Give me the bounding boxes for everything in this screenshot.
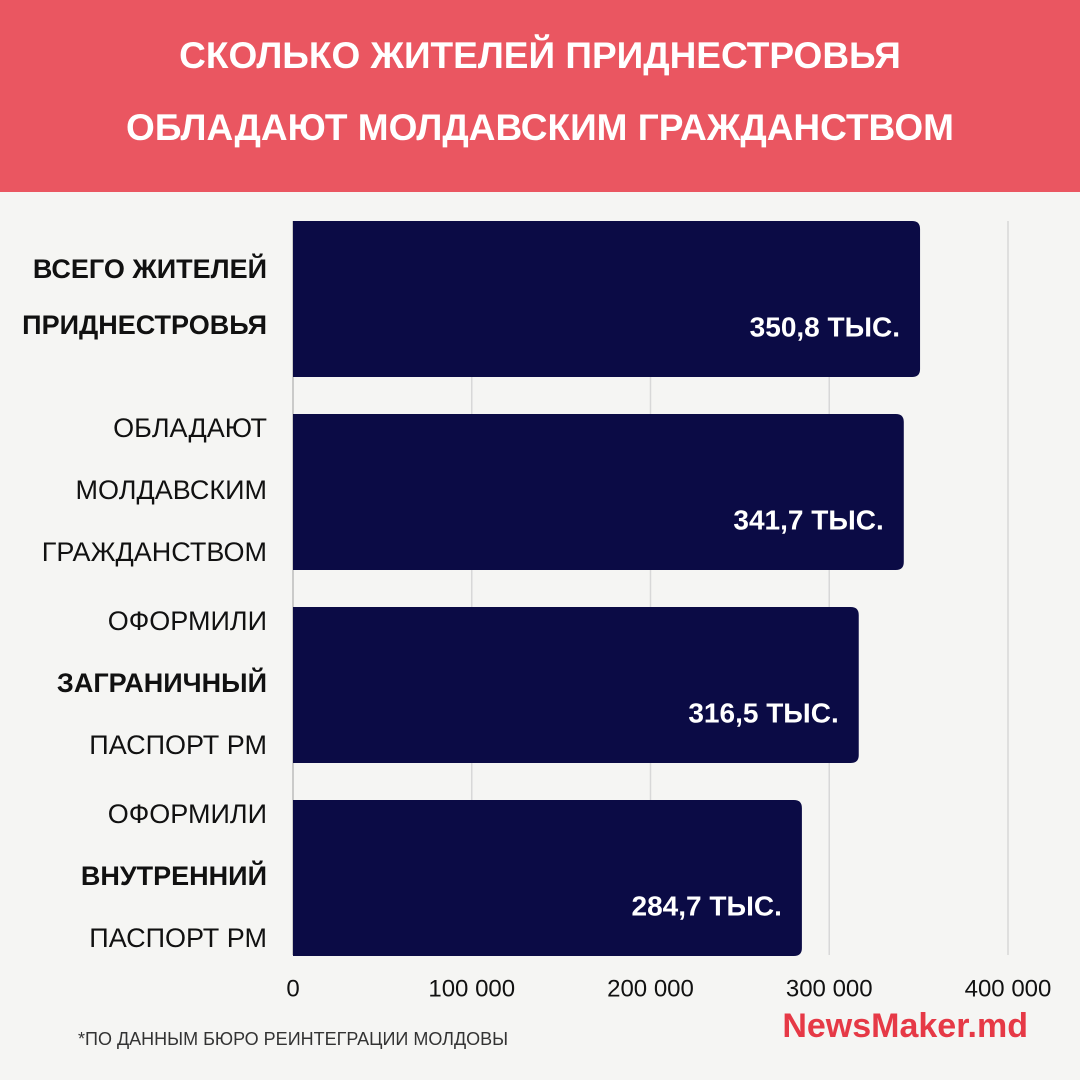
bar	[293, 607, 859, 763]
source-logo: NewsMaker.md	[782, 1007, 1028, 1045]
value-label: 341,7 ТЫС.	[733, 504, 883, 535]
bar	[293, 221, 921, 377]
header-band	[0, 0, 1080, 192]
chart-title: СКОЛЬКО ЖИТЕЛЕЙ ПРИДНЕСТРОВЬЯ	[179, 34, 901, 76]
category-label: ПРИДНЕСТРОВЬЯ	[22, 310, 267, 340]
category-label: ПАСПОРТ РМ	[89, 730, 267, 760]
category-label: ЗАГРАНИЧНЫЙ	[57, 667, 267, 698]
bar	[293, 800, 802, 956]
category-label: ОФОРМИЛИ	[108, 799, 267, 829]
x-tick-label: 200 000	[607, 975, 694, 1002]
x-tick-label: 100 000	[428, 975, 515, 1002]
value-label: 350,8 ТЫС.	[750, 311, 900, 342]
category-label: ОФОРМИЛИ	[108, 606, 267, 636]
category-label: ОБЛАДАЮТ	[113, 413, 267, 443]
category-label: ВНУТРЕННИЙ	[81, 860, 267, 891]
x-tick-label: 0	[286, 975, 299, 1002]
category-label: ГРАЖДАНСТВОМ	[42, 537, 267, 567]
x-tick-label: 400 000	[965, 975, 1052, 1002]
chart-title: ОБЛАДАЮТ МОЛДАВСКИМ ГРАЖДАНСТВОМ	[126, 107, 954, 148]
x-tick-label: 300 000	[786, 975, 873, 1002]
bar	[293, 414, 904, 570]
value-label: 316,5 ТЫС.	[688, 697, 838, 728]
category-label: МОЛДАВСКИМ	[76, 475, 267, 505]
category-label: ВСЕГО ЖИТЕЛЕЙ	[33, 253, 267, 284]
category-label: ПАСПОРТ РМ	[89, 923, 267, 953]
value-label: 284,7 ТЫС.	[632, 890, 782, 921]
footnote: *ПО ДАННЫМ БЮРО РЕИНТЕГРАЦИИ МОЛДОВЫ	[78, 1029, 508, 1049]
